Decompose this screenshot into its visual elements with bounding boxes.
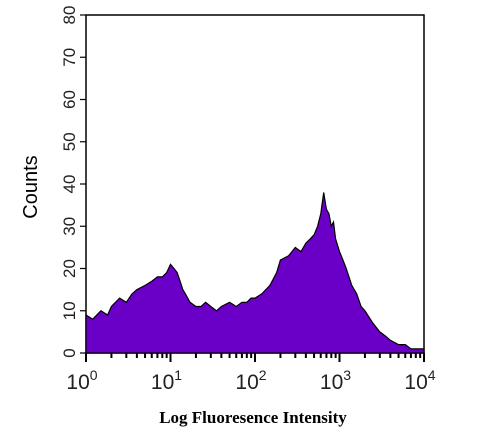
- y-axis-label: Counts: [20, 155, 42, 218]
- x-tick-label: 104: [404, 367, 435, 394]
- histogram-area: [85, 192, 425, 354]
- x-tick-label: 100: [66, 367, 97, 394]
- y-axis: 0 10 20 30 40 50 60 70 80: [60, 6, 86, 358]
- x-tick-label: 103: [320, 367, 351, 394]
- plot-area: [85, 14, 425, 354]
- x-axis-label: Log Fluoresence Intensity: [159, 408, 347, 427]
- y-tick-label: 60: [60, 90, 79, 109]
- x-tick-label: 101: [151, 367, 182, 394]
- y-tick-label: 0: [60, 348, 79, 357]
- y-tick-label: 20: [60, 259, 79, 278]
- y-tick-label: 30: [60, 217, 79, 236]
- y-tick-label: 80: [60, 6, 79, 25]
- y-tick-label: 50: [60, 132, 79, 151]
- x-axis: 100 101 102 103 104: [66, 353, 436, 394]
- y-tick-label: 70: [60, 48, 79, 67]
- y-tick-label: 10: [60, 301, 79, 320]
- y-tick-label: 40: [60, 175, 79, 194]
- x-tick-label: 102: [235, 367, 266, 394]
